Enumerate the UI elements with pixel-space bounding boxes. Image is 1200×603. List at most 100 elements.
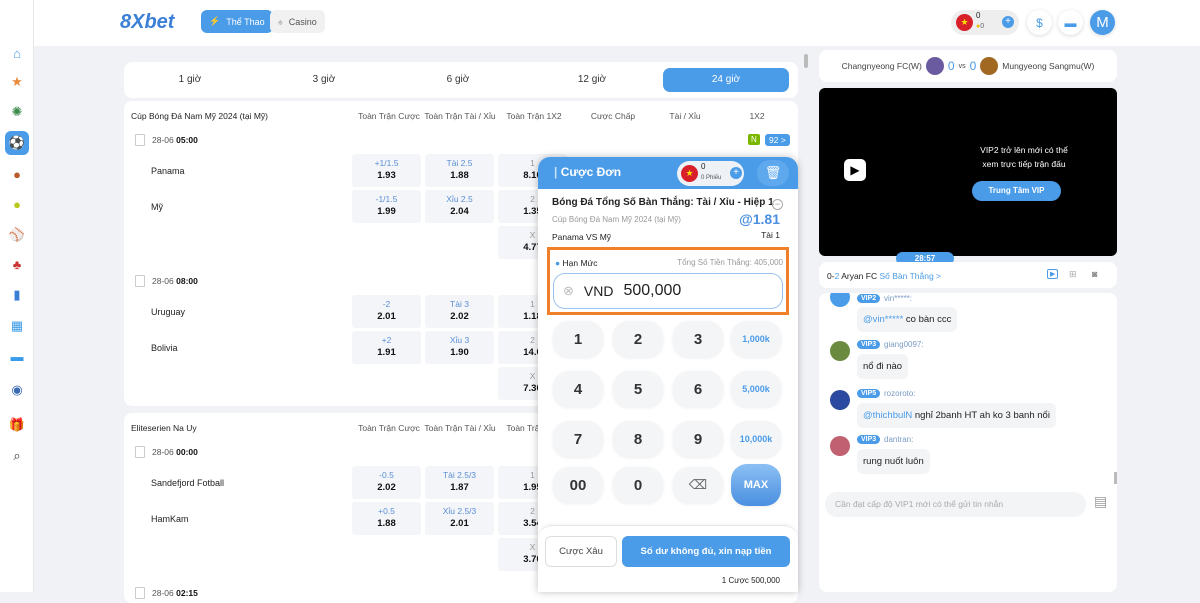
max-key[interactable]: MAX bbox=[731, 464, 781, 506]
sidebar-item-scoreboard[interactable]: ▦ bbox=[5, 314, 29, 338]
results-icon: ▬ bbox=[10, 348, 24, 364]
match-datetime: 28-06 08:00 bbox=[152, 276, 198, 286]
sidebar-item-euro[interactable]: ✺ bbox=[5, 100, 29, 124]
sidebar-item-baseball[interactable]: ⚾ bbox=[5, 223, 29, 247]
money-bag-button[interactable]: $ bbox=[1027, 10, 1052, 35]
odds-cell[interactable]: Tài 2.5/3 1.87 bbox=[425, 466, 494, 499]
keypad-key[interactable]: 2 bbox=[613, 321, 663, 357]
parlay-button[interactable]: Cược Xâu bbox=[545, 536, 617, 567]
sidebar-item-home[interactable]: ⌂ bbox=[5, 41, 29, 65]
league-name[interactable]: Eliteserien Na Uy bbox=[131, 423, 197, 433]
odds-cell[interactable]: +2 1.91 bbox=[352, 331, 421, 364]
sidebar-item-gift[interactable]: 🎁 bbox=[5, 413, 29, 437]
keypad-key[interactable]: 5,000k bbox=[731, 371, 781, 407]
stake-input[interactable]: ⊗ VND 500,000 bbox=[553, 273, 783, 309]
keypad-key[interactable]: 1,000k bbox=[731, 321, 781, 357]
bookmark-icon[interactable] bbox=[135, 587, 145, 599]
trash-icon[interactable]: 🗑 bbox=[757, 160, 789, 186]
emoji-file-icon[interactable]: ▤ bbox=[1094, 493, 1108, 509]
deposit-button[interactable]: Số dư không đủ, xin nạp tiền bbox=[622, 536, 790, 567]
sidebar-item-football[interactable]: ⚽ bbox=[5, 131, 29, 155]
scrollbar[interactable] bbox=[804, 54, 808, 68]
match-time: 08:00 bbox=[176, 276, 198, 286]
vip-center-button[interactable]: Trung Tâm VIP bbox=[972, 181, 1061, 201]
nav-sports-label: Thể Thao bbox=[226, 16, 265, 27]
odds-cell[interactable]: -1/1.5 1.99 bbox=[352, 190, 421, 223]
bookmark-icon[interactable] bbox=[135, 275, 145, 287]
stake-box: ● Hạn Mức Tổng Số Tiền Thắng: 405,000 ⊗ … bbox=[547, 247, 789, 315]
bookmark-icon[interactable] bbox=[135, 134, 145, 146]
odds-label: 2 bbox=[530, 194, 535, 204]
vietnam-flag-icon: ★ bbox=[681, 165, 698, 182]
tennis-icon: ● bbox=[13, 196, 21, 212]
tab-time[interactable]: 3 giờ bbox=[312, 74, 336, 85]
goals-link[interactable]: Số Bàn Thắng > bbox=[879, 271, 942, 281]
vip-message: VIP2 trở lên mới có thể xem trực tiếp trậ… bbox=[980, 145, 1068, 169]
odds-cell[interactable]: +0.5 1.88 bbox=[352, 502, 421, 535]
odds-cell[interactable]: Tài 3 2.02 bbox=[425, 295, 494, 328]
odds-cell[interactable]: Xỉu 2.5 2.04 bbox=[425, 190, 494, 223]
clear-icon[interactable]: ⊗ bbox=[563, 283, 574, 298]
keypad-key[interactable]: 00 bbox=[553, 467, 603, 503]
odds-cell[interactable]: -0.5 2.02 bbox=[352, 466, 421, 499]
chat-scrollbar[interactable] bbox=[1114, 472, 1117, 484]
remove-bet-icon[interactable]: − bbox=[772, 199, 783, 210]
spade-icon: ♠ bbox=[278, 16, 283, 27]
column-header: 1X2 bbox=[749, 111, 765, 121]
keypad-key[interactable]: 9 bbox=[673, 421, 723, 457]
keypad-key[interactable]: 5 bbox=[613, 371, 663, 407]
chat-text: nổ đi nào bbox=[863, 361, 903, 372]
chat-text: co bàn ccc bbox=[905, 314, 952, 325]
odds-label: X bbox=[529, 371, 536, 381]
more-markets-button[interactable]: 92 > bbox=[765, 134, 790, 146]
odds-label: Xỉu 3 bbox=[449, 335, 470, 345]
keypad-key[interactable]: 1 bbox=[553, 321, 603, 357]
tab-time[interactable]: 12 giờ bbox=[577, 74, 607, 85]
league-name[interactable]: Cúp Bóng Đá Nam Mỹ 2024 (tại Mỹ) bbox=[131, 111, 268, 121]
sidebar-item-tennis[interactable]: ● bbox=[5, 192, 29, 216]
card-button[interactable]: ▬ bbox=[1058, 10, 1083, 35]
keypad-key[interactable]: 7 bbox=[553, 421, 603, 457]
sidebar-item-search[interactable]: ⌕ bbox=[5, 444, 29, 468]
favorites-icon: ★ bbox=[11, 74, 23, 89]
keypad-key[interactable]: 10,000k bbox=[731, 421, 781, 457]
backspace-key[interactable]: ⌫ bbox=[673, 467, 723, 503]
sidebar-item-stats[interactable]: ▮ bbox=[5, 283, 29, 307]
sidebar-item-results[interactable]: ▬ bbox=[5, 344, 29, 368]
plus-icon[interactable]: + bbox=[730, 167, 742, 179]
bookmark-icon[interactable] bbox=[135, 446, 145, 458]
keypad-key[interactable]: 4 bbox=[553, 371, 603, 407]
live-match-bar[interactable]: Changnyeong FC(W) 0 vs 0 Mungyeong Sangm… bbox=[819, 50, 1117, 82]
sidebar-item-favorites[interactable]: ★ bbox=[5, 70, 29, 94]
field-icon[interactable]: ⊞ bbox=[1069, 269, 1077, 279]
nav-casino[interactable]: ♠ Casino bbox=[270, 10, 325, 33]
odds-cell[interactable]: -2 2.01 bbox=[352, 295, 421, 328]
odds-cell[interactable]: Tài 2.5 1.88 bbox=[425, 154, 494, 187]
tab-time[interactable]: 6 giờ bbox=[446, 74, 470, 85]
sidebar-item-basketball[interactable]: ● bbox=[5, 162, 29, 186]
deposit-plus-icon[interactable]: + bbox=[1002, 16, 1014, 28]
nav-sports[interactable]: ⚡ Thể Thao bbox=[201, 10, 273, 33]
sidebar-item-club[interactable]: ◉ bbox=[5, 378, 29, 402]
stats-icon[interactable]: ◙ bbox=[1092, 269, 1098, 279]
sidebar-item-cards[interactable]: ♣ bbox=[5, 252, 29, 276]
potential-win: Tổng Số Tiền Thắng: 405,000 bbox=[677, 258, 783, 267]
play-icon[interactable]: ▶ bbox=[1047, 269, 1059, 279]
user-avatar[interactable]: M bbox=[1090, 10, 1115, 35]
chat-mention[interactable]: @vin***** bbox=[863, 314, 904, 325]
odds-cell[interactable]: Xỉu 3 1.90 bbox=[425, 331, 494, 364]
tab-time[interactable]: 24 giờ bbox=[663, 68, 789, 92]
backspace-icon: ⌫ bbox=[688, 477, 708, 492]
logo[interactable]: 8Xbet bbox=[120, 11, 175, 33]
wallet[interactable]: ★ 0 ●0 + bbox=[951, 10, 1019, 35]
odds-cell[interactable]: Xỉu 2.5/3 2.01 bbox=[425, 502, 494, 535]
chat-mention[interactable]: @thichbulN bbox=[863, 410, 913, 421]
keypad-key[interactable]: 3 bbox=[673, 321, 723, 357]
vs-label: vs bbox=[958, 62, 966, 70]
odds-cell[interactable]: +1/1.5 1.93 bbox=[352, 154, 421, 187]
chat-input[interactable]: Cần đạt cấp độ VIP1 mới có thể gửi tin n… bbox=[825, 492, 1086, 517]
tab-time[interactable]: 1 giờ bbox=[178, 74, 202, 85]
keypad-key[interactable]: 8 bbox=[613, 421, 663, 457]
keypad-key[interactable]: 6 bbox=[673, 371, 723, 407]
keypad-key[interactable]: 0 bbox=[613, 467, 663, 503]
